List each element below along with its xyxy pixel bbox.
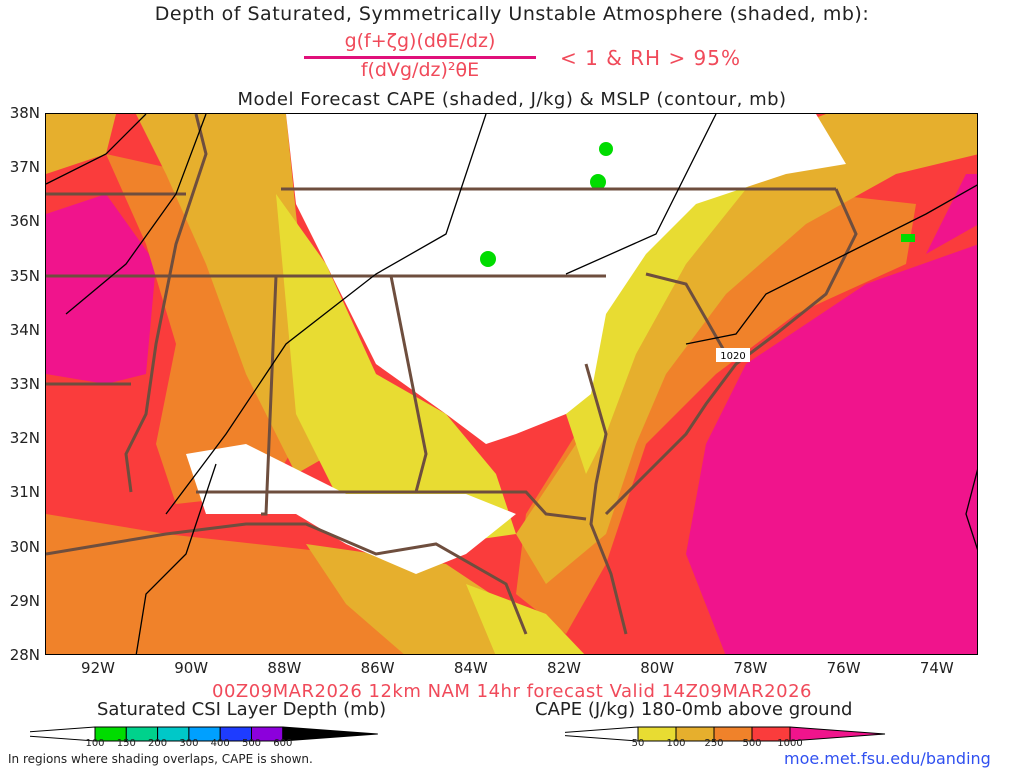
overlap-note: In regions where shading overlaps, CAPE … (8, 752, 313, 766)
map-title: Depth of Saturated, Symmetrically Unstab… (154, 3, 870, 25)
lon-tick-label: 74W (919, 659, 954, 677)
lat-tick-label: 38N (9, 104, 40, 122)
lat-tick-label: 28N (9, 646, 40, 664)
csi-colorbar-label: 400 (210, 738, 230, 749)
lat-tick-label: 33N (9, 375, 40, 393)
lat-tick-label: 35N (9, 266, 40, 285)
csi-colorbar-label: 600 (273, 738, 293, 749)
csi-colorbar-high-arrow (282, 726, 378, 742)
cape-magenta-areas (46, 174, 977, 654)
cape-colorbar-label: 1000 (777, 738, 803, 749)
cape-colorbar-high-arrow (789, 726, 886, 742)
formula-condition: < 1 & RH > 95% (560, 46, 742, 70)
csi-colorbar-title: Saturated CSI Layer Depth (mb) (97, 699, 387, 720)
mslp-isobars (46, 114, 977, 654)
csi-colorbar-label: 500 (241, 738, 262, 749)
csi-colorbar-label: 200 (148, 738, 168, 749)
lat-tick-label: 29N (9, 591, 40, 610)
lon-tick-label: 76W (826, 659, 861, 677)
lat-tick-label: 31N (9, 483, 40, 502)
lon-tick-label: 90W (174, 659, 209, 677)
lon-tick-label: 80W (640, 659, 675, 677)
csi-colorbar-label: 100 (85, 738, 105, 749)
csi-formula: g(f+ζg)(dθE/dz) f(dVg/dz)²θE (300, 30, 540, 83)
weather-map: 1020 (45, 113, 978, 655)
cape-colorbar-label: 50 (631, 738, 645, 749)
cape-colorbar-label: 250 (704, 738, 724, 749)
cape-colorbar (565, 726, 886, 742)
csi-colorbar-label: 150 (116, 738, 136, 749)
csi-colorbar (30, 726, 378, 742)
lon-tick-label: 88W (267, 659, 302, 677)
lon-tick-label: 84W (453, 659, 488, 677)
lat-tick-label: 32N (9, 429, 40, 448)
cape-colorbar-label: 500 (742, 738, 762, 749)
lon-tick-label: 82W (547, 659, 581, 677)
source-link[interactable]: moe.met.fsu.edu/banding (784, 749, 991, 768)
csi-colorbar-label: 300 (179, 738, 199, 749)
cape-colorbar-label: 100 (666, 738, 686, 749)
forecast-valid-time: 00Z09MAR2026 12km NAM 14hr forecast Vali… (212, 681, 812, 702)
lat-tick-label: 37N (9, 158, 40, 177)
lon-tick-label: 92W (81, 659, 115, 677)
lat-tick-label: 34N (9, 320, 40, 339)
isobar-label: 1020 (720, 351, 745, 362)
formula-denominator: f(dVg/dz)²θE (360, 59, 480, 81)
map-subtitle: Model Forecast CAPE (shaded, J/kg) & MSL… (237, 89, 787, 110)
lat-tick-label: 36N (9, 212, 40, 231)
formula-numerator: g(f+ζg)(dθE/dz) (344, 30, 496, 52)
lon-tick-label: 86W (360, 659, 395, 677)
csi-green-areas (480, 142, 915, 267)
cape-below-threshold-area (186, 114, 846, 574)
fraction-bar (304, 56, 536, 59)
isobar-label-1020: 1020 (716, 348, 750, 362)
lat-tick-label: 30N (9, 537, 40, 556)
cape-colorbar-title: CAPE (J/kg) 180-0mb above ground (535, 699, 853, 720)
lon-tick-label: 78W (733, 659, 768, 677)
